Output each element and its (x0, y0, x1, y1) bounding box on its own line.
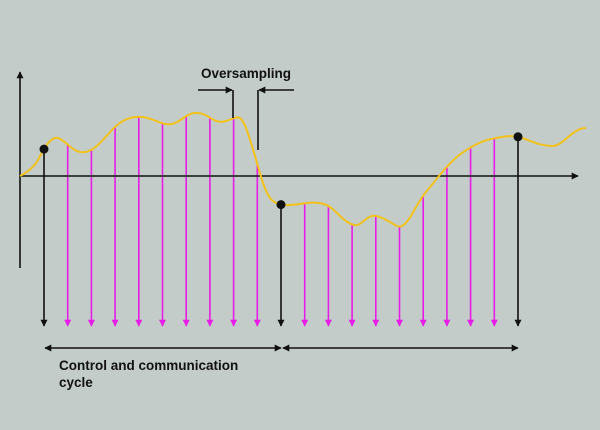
cycle-sample-point (276, 200, 286, 210)
sample-arrows (40, 116, 522, 327)
cycle-sample-point (513, 132, 523, 142)
signal-curve (19, 111, 587, 228)
cycle-sample-points (39, 132, 523, 210)
cycle-label: Control and communication cycle (59, 358, 239, 390)
cycle-sample-point (39, 144, 49, 154)
oversampling-indicator (198, 86, 294, 150)
oversampling-label: Oversampling (201, 66, 292, 81)
